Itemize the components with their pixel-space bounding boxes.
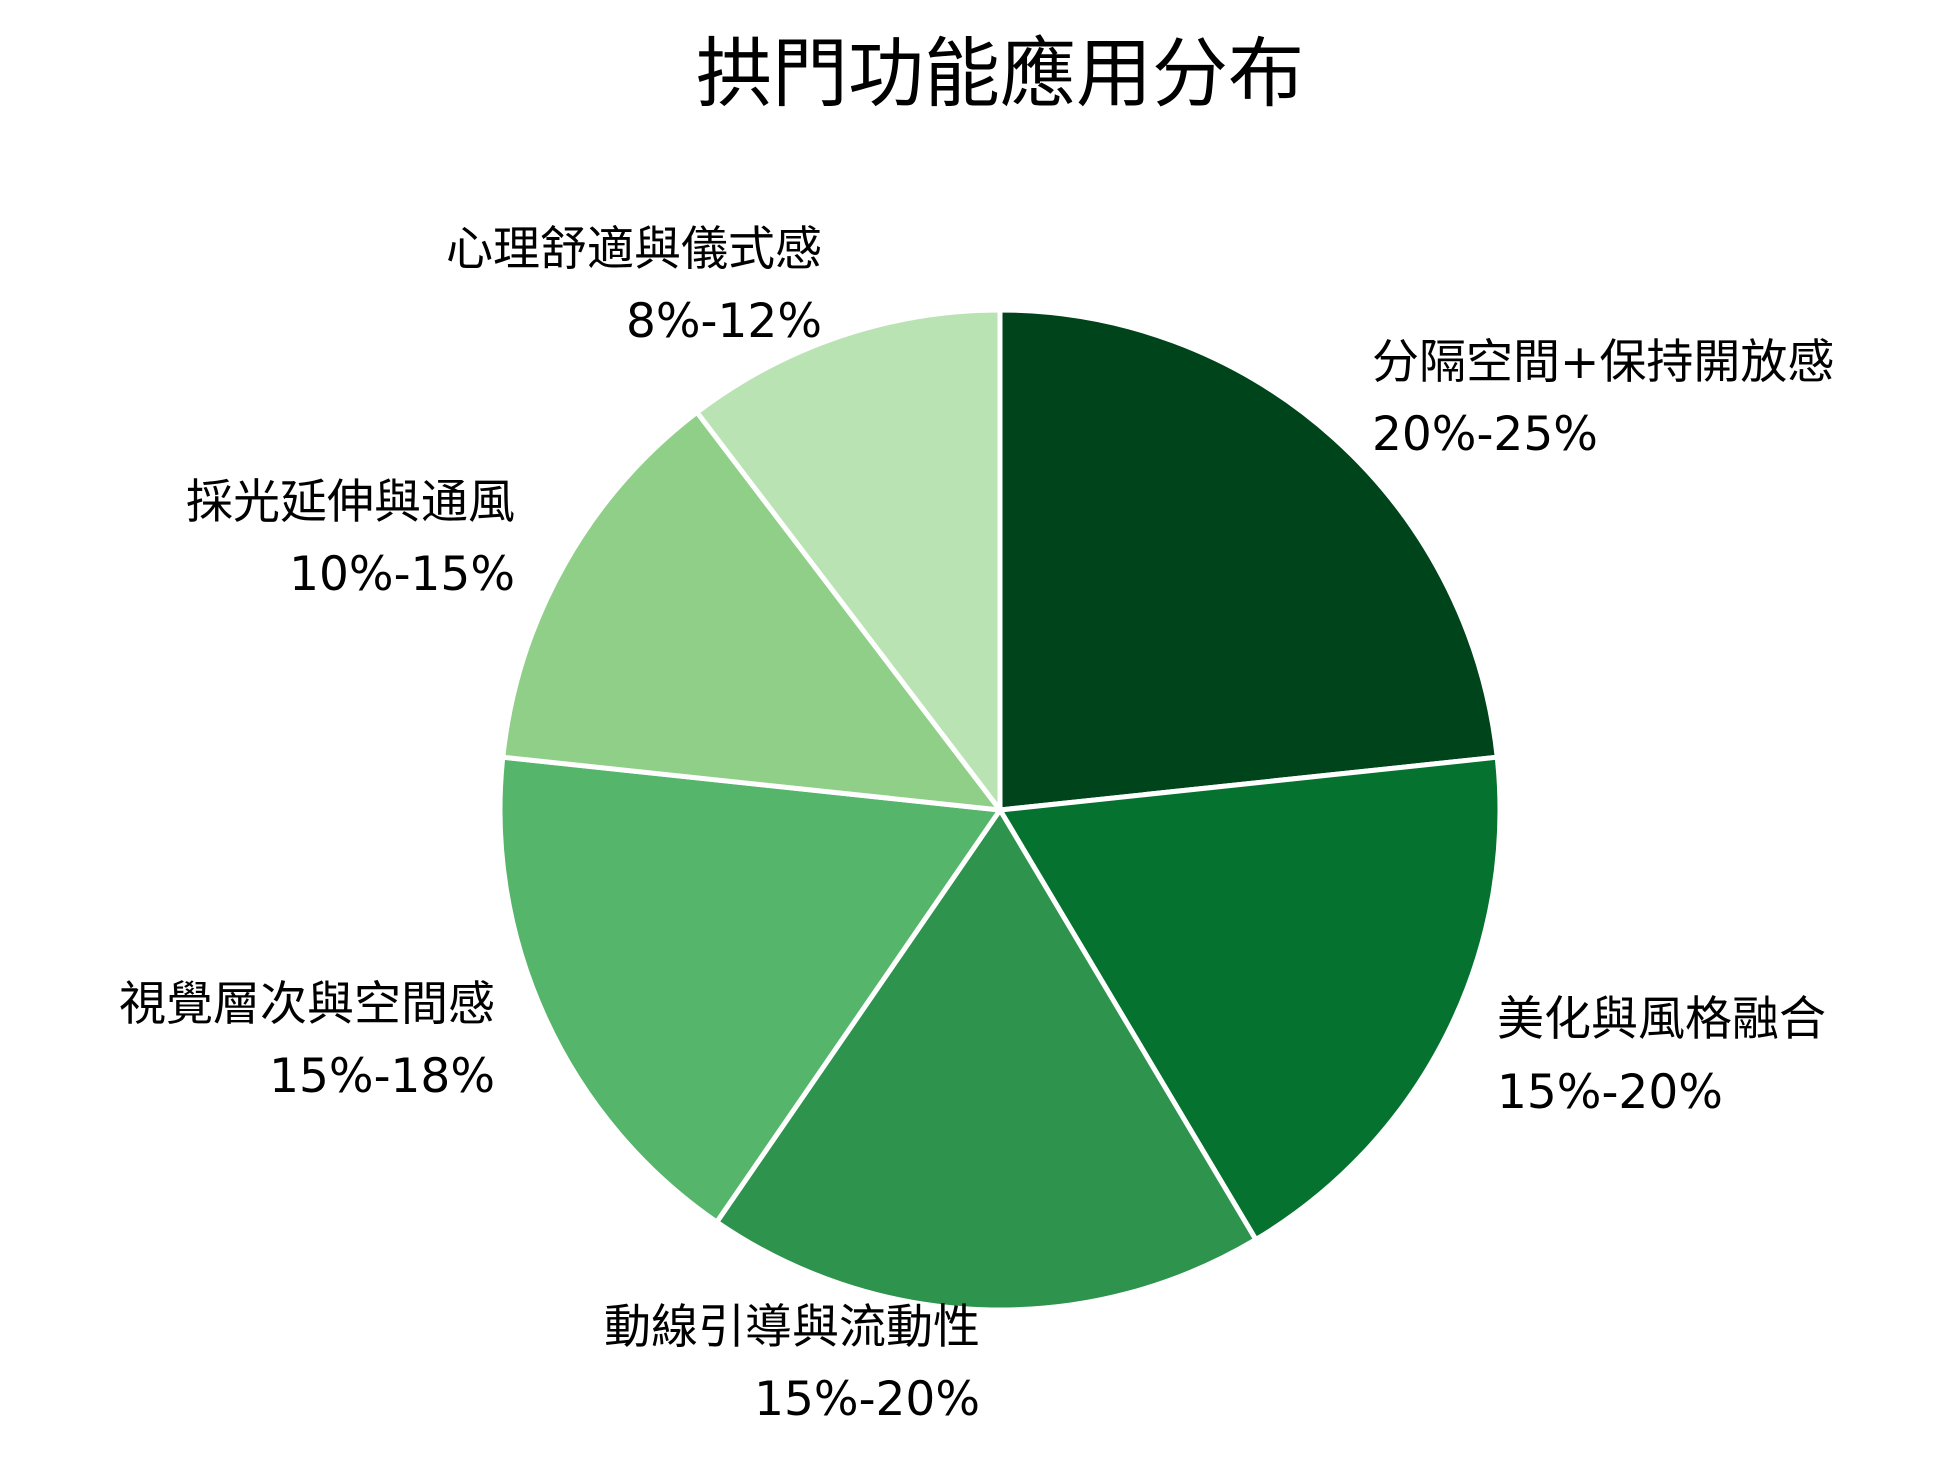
pie-slice: [497, 754, 1003, 1225]
slice-label: 視覺層次與空間感: [119, 977, 495, 1032]
pie-slice: [694, 307, 1003, 813]
slice-labels: 分隔空間+保持開放感 20%-25% 美化與風格融合 15%-20% 動線引導與流動性 1…: [119, 222, 1834, 1427]
chart-title: 拱門功能應用分布: [696, 29, 1304, 118]
pie-slice: [714, 807, 1259, 1313]
slice-label: 心理舒適與儀式感: [446, 222, 822, 277]
pie-slice: [997, 307, 1500, 813]
pie-slice: [500, 409, 1003, 813]
slice-label: 動線引導與流動性: [604, 1300, 980, 1355]
slice-range-label: 10%-15%: [289, 547, 515, 602]
slice-range-label: 20%-25%: [1372, 407, 1598, 462]
slice-label: 採光延伸與通風: [186, 475, 515, 530]
pie-slice: [997, 754, 1503, 1243]
slice-range-label: 15%-20%: [754, 1372, 980, 1427]
slice-label: 分隔空間+保持開放感: [1372, 335, 1834, 390]
slice-range-label: 15%-20%: [1497, 1065, 1723, 1120]
slice-range-label: 8%-12%: [626, 294, 822, 349]
pie-slices: [497, 307, 1503, 1313]
slice-range-label: 15%-18%: [269, 1049, 495, 1104]
slice-label: 美化與風格融合: [1497, 992, 1826, 1047]
